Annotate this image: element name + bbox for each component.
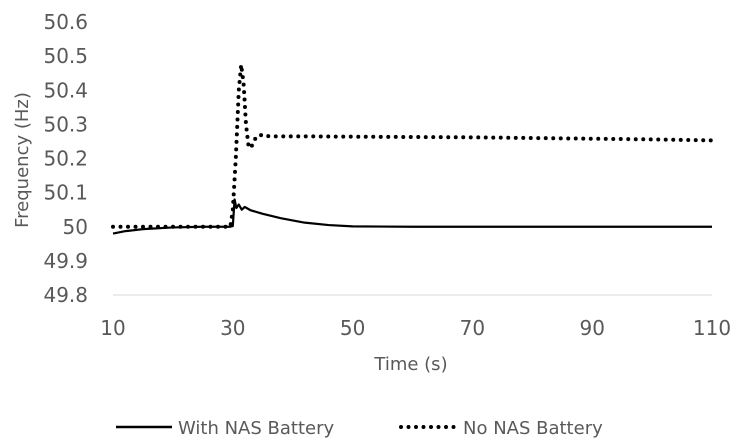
y-tick-label: 50.4 — [43, 78, 88, 102]
legend-label-with-nas-battery: With NAS Battery — [178, 418, 334, 438]
legend-label-no-nas-battery: No NAS Battery — [463, 418, 603, 438]
y-tick-label: 50.3 — [43, 112, 88, 136]
x-tick-label: 50 — [340, 316, 365, 340]
x-tick-label: 70 — [460, 316, 485, 340]
x-tick-label: 30 — [220, 316, 245, 340]
x-axis-title: Time (s) — [373, 354, 447, 375]
x-tick-label: 10 — [100, 316, 125, 340]
y-tick-label: 50.2 — [43, 147, 88, 171]
y-axis-tick-labels: 49.8 49.9 50 50.1 50.2 50.3 50.4 50.5 50.6 — [43, 10, 88, 307]
y-tick-label: 50 — [63, 215, 88, 239]
legend: With NAS Battery No NAS Battery — [116, 418, 603, 438]
y-tick-label: 50.5 — [43, 44, 88, 68]
y-tick-label: 49.8 — [43, 283, 88, 307]
x-axis-tick-labels: 10 30 50 70 90 110 — [100, 316, 731, 340]
y-tick-label: 50.1 — [43, 181, 88, 205]
y-tick-label: 49.9 — [43, 249, 88, 273]
x-tick-label: 90 — [579, 316, 604, 340]
y-tick-label: 50.6 — [43, 10, 88, 34]
series-layer — [113, 65, 712, 234]
y-axis-title: Frequency (Hz) — [12, 92, 33, 228]
x-tick-label: 110 — [693, 316, 731, 340]
series-line-no-nas-battery — [113, 65, 712, 227]
